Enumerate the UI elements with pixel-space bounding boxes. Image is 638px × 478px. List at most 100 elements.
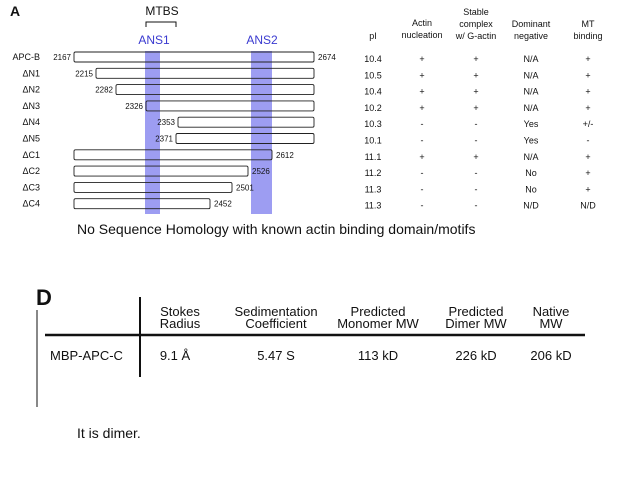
construct-bar <box>73 165 249 177</box>
construct-rows: APC-B 2167 2674 10.4 + + N/A + ΔN1 2215 10.5 + + N/A +… <box>12 51 596 214</box>
column-header: Dimer MW <box>445 316 507 331</box>
construct-row: ΔC1 2612 11.1 + + N/A + <box>22 149 591 162</box>
construct-bar <box>73 51 315 63</box>
header-stable-1: Stable <box>463 7 489 17</box>
actin-nucleation-value: - <box>421 136 424 146</box>
mt-binding-value: + <box>585 152 590 162</box>
construct-row: ΔN2 2282 10.4 + + N/A + <box>22 84 591 97</box>
column-header: Radius <box>160 316 201 331</box>
end-residue: 2526 <box>252 167 270 176</box>
panel-d-letter: D <box>36 285 52 310</box>
header-dominant-2: negative <box>514 31 548 41</box>
mt-binding-value: +/- <box>583 119 594 129</box>
column-header: Sedimentation <box>234 304 317 319</box>
construct-row: ΔC4 2452 11.3 - - N/D N/D <box>22 198 596 211</box>
construct-row: ΔC2 2526 11.2 - - No + <box>22 165 591 178</box>
column-header: Stokes <box>160 304 200 319</box>
construct-row: ΔN4 2353 10.3 - - Yes +/- <box>22 116 594 129</box>
dominant-negative-value: N/A <box>523 152 538 162</box>
header-mt-2: binding <box>573 31 602 41</box>
actin-nucleation-value: + <box>419 54 424 64</box>
start-residue: 2167 <box>53 53 71 62</box>
panel-a-letter: A <box>10 3 21 19</box>
construct-row: ΔC3 2501 11.3 - - No + <box>22 181 591 194</box>
stable-complex-value: - <box>475 184 478 194</box>
ans2-band <box>251 51 272 214</box>
mt-binding-value: + <box>585 103 590 113</box>
mt-binding-value: N/D <box>580 201 596 211</box>
construct-bar <box>73 181 233 193</box>
stable-complex-value: + <box>473 54 478 64</box>
row-value: 9.1 Å <box>160 348 191 363</box>
construct-name: ΔN3 <box>22 101 40 111</box>
row-value: 226 kD <box>455 348 496 363</box>
mtbs-label: MTBS <box>145 4 178 18</box>
dominant-negative-value: No <box>525 168 537 178</box>
construct-row: ΔN1 2215 10.5 + + N/A + <box>22 67 591 80</box>
stable-complex-value: - <box>475 136 478 146</box>
column-header: Native <box>533 304 570 319</box>
pi-value: 11.3 <box>365 201 382 211</box>
construct-name: ΔN4 <box>22 117 40 127</box>
actin-nucleation-value: - <box>421 201 424 211</box>
stable-complex-value: - <box>475 168 478 178</box>
construct-row: APC-B 2167 2674 10.4 + + N/A + <box>12 51 591 64</box>
ans2-label: ANS2 <box>246 33 278 47</box>
header-stable-2: complex <box>459 19 493 29</box>
construct-name: APC-B <box>12 52 40 62</box>
stable-complex-value: + <box>473 70 478 80</box>
pi-value: 11.1 <box>365 152 382 162</box>
ans1-band <box>145 51 160 214</box>
stable-complex-value: - <box>475 119 478 129</box>
dominant-negative-value: Yes <box>524 136 539 146</box>
actin-nucleation-value: - <box>421 168 424 178</box>
construct-bar <box>177 116 315 128</box>
construct-row: ΔN5 2371 10.1 - - Yes - <box>22 133 590 146</box>
construct-bar <box>95 67 315 79</box>
construct-name: ΔN1 <box>22 68 40 78</box>
panel-a-caption: No Sequence Homology with known actin bi… <box>77 221 476 237</box>
pi-value: 10.4 <box>364 54 382 64</box>
construct-name: ΔC2 <box>22 166 40 176</box>
dominant-negative-value: No <box>525 184 537 194</box>
dominant-negative-value: N/A <box>523 70 538 80</box>
construct-bar <box>145 100 315 112</box>
actin-nucleation-value: + <box>419 70 424 80</box>
dominant-negative-value: N/A <box>523 103 538 113</box>
construct-bar <box>115 84 315 96</box>
actin-nucleation-value: + <box>419 103 424 113</box>
actin-nucleation-value: - <box>421 184 424 194</box>
start-residue: 2371 <box>155 135 173 144</box>
construct-bar <box>175 133 315 144</box>
construct-bar <box>73 198 211 210</box>
end-residue: 2452 <box>214 200 232 209</box>
pi-value: 10.2 <box>364 103 382 113</box>
pi-value: 10.3 <box>364 119 382 129</box>
stable-complex-value: + <box>473 103 478 113</box>
start-residue: 2282 <box>95 86 113 95</box>
pi-value: 11.3 <box>365 184 382 194</box>
mtbs-bracket <box>145 21 177 27</box>
construct-name: ΔC3 <box>22 182 40 192</box>
column-header: MW <box>539 316 563 331</box>
actin-nucleation-value: + <box>419 87 424 97</box>
construct-row: ΔN3 2326 10.2 + + N/A + <box>22 100 591 113</box>
mt-binding-value: - <box>587 136 590 146</box>
mt-binding-value: + <box>585 87 590 97</box>
mt-binding-value: + <box>585 184 590 194</box>
header-stable-3: w/ G-actin <box>455 31 497 41</box>
actin-nucleation-value: + <box>419 152 424 162</box>
pi-value: 10.5 <box>364 70 382 80</box>
end-residue: 2674 <box>318 53 336 62</box>
mt-binding-value: + <box>585 168 590 178</box>
construct-name: ΔN2 <box>22 85 40 95</box>
end-residue: 2501 <box>236 183 254 192</box>
header-actin-1: Actin <box>412 18 432 28</box>
start-residue: 2215 <box>75 69 93 78</box>
end-residue: 2612 <box>276 151 294 160</box>
pi-value: 10.1 <box>364 136 382 146</box>
construct-diagram: MTBS ANS1 ANS2 pI Actin nucleation Stabl… <box>12 4 603 214</box>
start-residue: 2353 <box>157 118 175 127</box>
dominant-negative-value: N/A <box>523 87 538 97</box>
